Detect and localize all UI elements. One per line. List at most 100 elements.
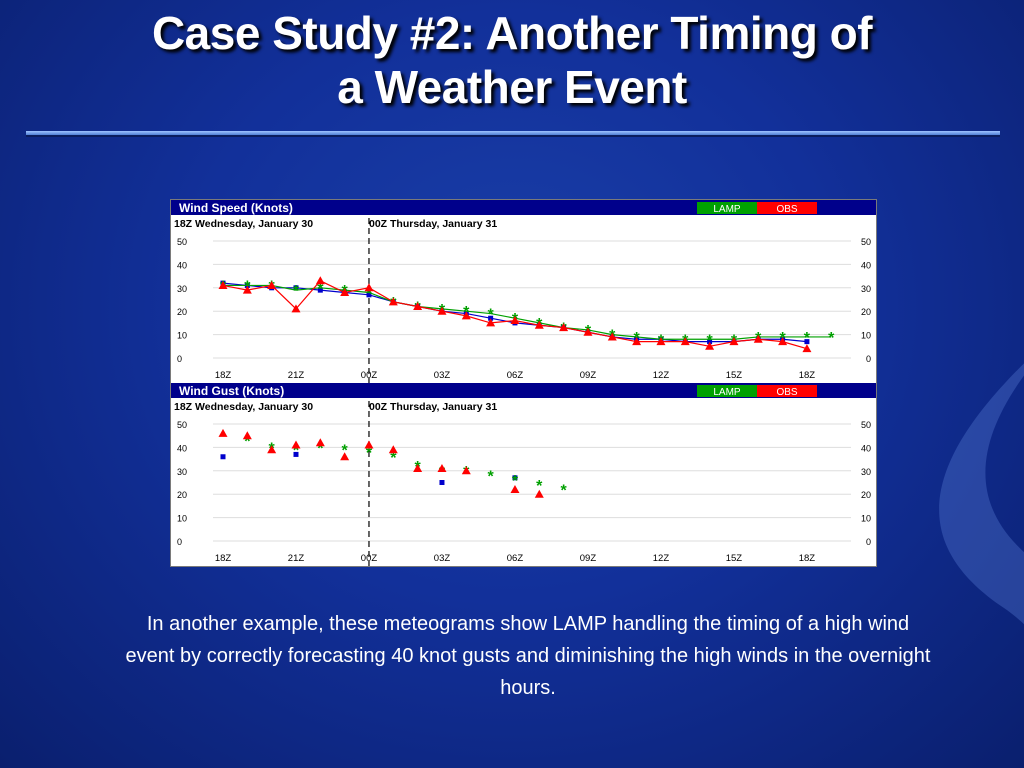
data-point-triangle — [388, 297, 398, 306]
x-tick-label: 12Z — [653, 553, 670, 564]
title-divider — [26, 131, 1000, 137]
data-point-triangle — [315, 276, 325, 285]
x-tick-label: 03Z — [434, 370, 451, 381]
y-tick-label-right: 50 — [861, 420, 871, 430]
data-point-triangle — [267, 445, 277, 454]
y-tick-label-left: 30 — [177, 467, 187, 477]
legend-lamp-label: LAMP — [713, 204, 741, 215]
data-point-triangle — [486, 318, 496, 327]
data-point-triangle — [583, 327, 593, 336]
x-tick-label: 03Z — [434, 553, 451, 564]
data-point-triangle — [437, 463, 447, 472]
data-point-triangle — [291, 440, 301, 449]
y-tick-label-left: 10 — [177, 514, 187, 524]
y-tick-label-left: 40 — [177, 260, 187, 270]
data-point-star: * — [317, 440, 324, 457]
x-tick-label: 18Z — [215, 370, 232, 381]
slide-title-line-2: a Weather Event — [337, 61, 687, 113]
data-point-triangle — [218, 280, 228, 289]
slide-caption: In another example, these meteograms sho… — [125, 613, 931, 699]
data-point-square — [366, 292, 372, 298]
y-tick-label-right: 30 — [861, 467, 871, 477]
data-point-square — [220, 454, 226, 460]
data-point-star: * — [536, 478, 543, 495]
y-tick-label-right: 40 — [861, 443, 871, 453]
data-point-star: * — [244, 433, 251, 450]
data-point-star: * — [293, 283, 300, 300]
x-tick-label: 09Z — [580, 553, 597, 564]
panel-title: Wind Gust (Knots) — [179, 384, 284, 398]
y-tick-label-right: 10 — [861, 331, 871, 341]
y-tick-label-left: 50 — [177, 237, 187, 247]
data-point-triangle — [291, 304, 301, 313]
data-point-triangle — [632, 337, 642, 346]
legend-obs-swatch — [757, 385, 817, 397]
x-tick-label: 21Z — [288, 553, 305, 564]
data-point-square — [317, 287, 323, 293]
data-point-square — [293, 285, 299, 291]
data-point-star: * — [366, 285, 373, 302]
meteogram-figure: Wind Speed (Knots) LAMP OBS 18Z Wednesday, … — [170, 199, 877, 567]
legend-obs-label: OBS — [776, 204, 797, 215]
data-point-triangle — [729, 337, 739, 346]
x-tick-label: 18Z — [799, 553, 816, 564]
y-tick-label-right: 30 — [861, 284, 871, 294]
y-tick-label-right: 0 — [866, 537, 871, 547]
data-point-star: * — [804, 330, 811, 347]
data-point-triangle — [437, 306, 447, 315]
x-tick-label: 09Z — [580, 370, 597, 381]
legend-obs-swatch — [757, 202, 817, 214]
data-point-triangle — [802, 344, 812, 353]
x-tick-label: 00Z — [361, 370, 378, 381]
data-point-triangle — [510, 316, 520, 325]
x-tick-label: 21Z — [288, 370, 305, 381]
data-point-star: * — [439, 464, 446, 481]
y-tick-label-left: 10 — [177, 331, 187, 341]
data-point-triangle — [607, 332, 617, 341]
data-point-star: * — [512, 473, 519, 490]
data-point-star: * — [366, 445, 373, 462]
data-point-square — [804, 339, 810, 345]
data-point-triangle — [534, 489, 544, 498]
data-point-triangle — [461, 311, 471, 320]
data-point-star: * — [828, 330, 835, 347]
data-point-star: * — [488, 307, 495, 324]
panel-wind-speed: Wind Speed (Knots) LAMP OBS 18Z Wednesday, … — [171, 200, 876, 383]
x-tick-label: 15Z — [726, 553, 743, 564]
series-line — [223, 284, 832, 340]
legend-obs-label: OBS — [776, 387, 797, 398]
y-tick-label-left: 50 — [177, 420, 187, 430]
data-point-star: * — [293, 443, 300, 460]
date-label-left: 18Z Wednesday, January 30 — [174, 218, 313, 230]
data-point-star: * — [390, 450, 397, 467]
y-tick-label-right: 20 — [861, 307, 871, 317]
data-point-square — [488, 315, 494, 321]
x-tick-label: 06Z — [507, 370, 524, 381]
data-point-triangle — [413, 302, 423, 311]
y-tick-label-left: 30 — [177, 284, 187, 294]
y-tick-label-right: 50 — [861, 237, 871, 247]
data-point-triangle — [705, 341, 715, 350]
date-label-right: 00Z Thursday, January 31 — [369, 218, 497, 230]
x-tick-label: 06Z — [507, 553, 524, 564]
slide-title: Case Study #2: Another Timing of a Weath… — [0, 6, 1024, 114]
panel-wind-gust: Wind Gust (Knots) LAMP OBS 18Z Wednesday, J… — [171, 383, 876, 566]
data-point-triangle — [461, 466, 471, 475]
data-point-star: * — [488, 468, 495, 485]
x-tick-label: 15Z — [726, 370, 743, 381]
x-tick-label: 00Z — [361, 553, 378, 564]
data-point-star: * — [561, 483, 568, 500]
panel-title: Wind Speed (Knots) — [179, 201, 293, 215]
legend-lamp-swatch — [697, 202, 757, 214]
data-point-triangle — [534, 320, 544, 329]
series-star: ************************** — [220, 278, 835, 349]
data-point-triangle — [559, 323, 569, 332]
data-point-triangle — [364, 440, 374, 449]
data-point-triangle — [218, 428, 228, 437]
series-triangle — [218, 428, 544, 498]
x-tick-label: 18Z — [215, 553, 232, 564]
series-triangle — [218, 276, 812, 353]
meteogram-svg: Wind Speed (Knots) LAMP OBS 18Z Wednesday, … — [171, 200, 876, 566]
data-point-triangle — [340, 452, 350, 461]
data-point-triangle — [656, 337, 666, 346]
